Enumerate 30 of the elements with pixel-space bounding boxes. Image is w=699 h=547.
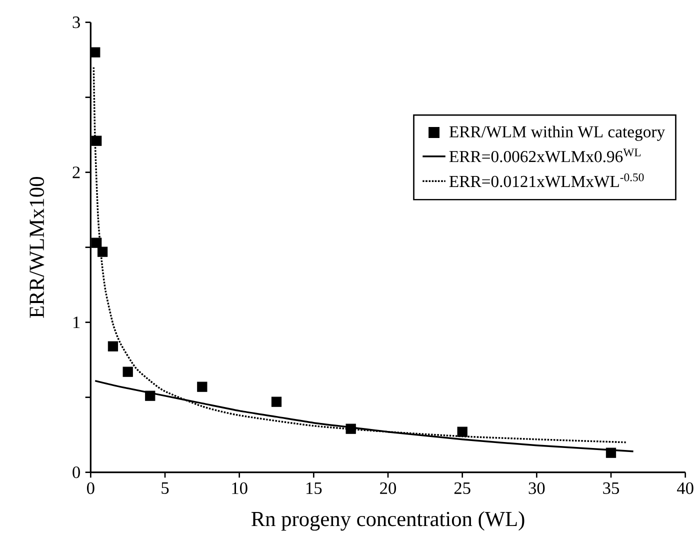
x-tick-label: 40: [677, 482, 694, 494]
legend-label: ERR=0.0121xWLMxWL$^{-0.50}$: [449, 173, 644, 188]
point: [457, 426, 468, 437]
x-tick-label: 30: [528, 482, 545, 494]
point: [90, 47, 100, 58]
x-tick-label: 10: [232, 482, 248, 494]
x-tick-label: 35: [603, 482, 619, 494]
legend-label: ERR/WLM within WL category: [449, 126, 666, 141]
x-axis-title: Rn progeny concentration (WL): [251, 511, 524, 531]
point: [97, 246, 108, 257]
point: [122, 366, 133, 377]
x-tick-label: 0: [87, 482, 94, 494]
y-tick-label: 3: [72, 16, 80, 28]
y-tick-label: 1: [73, 316, 80, 328]
point: [271, 396, 282, 407]
y-axis-title: ERR/WLMx100: [30, 177, 44, 318]
point: [145, 390, 156, 401]
x-tick-label: 5: [162, 482, 169, 494]
x-tick-label: 25: [454, 482, 470, 494]
y-tick-label: 0: [72, 466, 80, 478]
point: [346, 424, 356, 434]
legend-label: ERR=0.0062xWLMx0.96$^{WL}$: [449, 148, 641, 162]
point: [108, 341, 118, 352]
x-tick-label: 15: [306, 482, 322, 494]
point: [197, 382, 208, 392]
x-tick-label: 20: [380, 482, 396, 494]
point: [92, 238, 102, 248]
point: [92, 136, 102, 146]
point: [606, 448, 616, 458]
y-tick-label: 2: [72, 166, 80, 178]
